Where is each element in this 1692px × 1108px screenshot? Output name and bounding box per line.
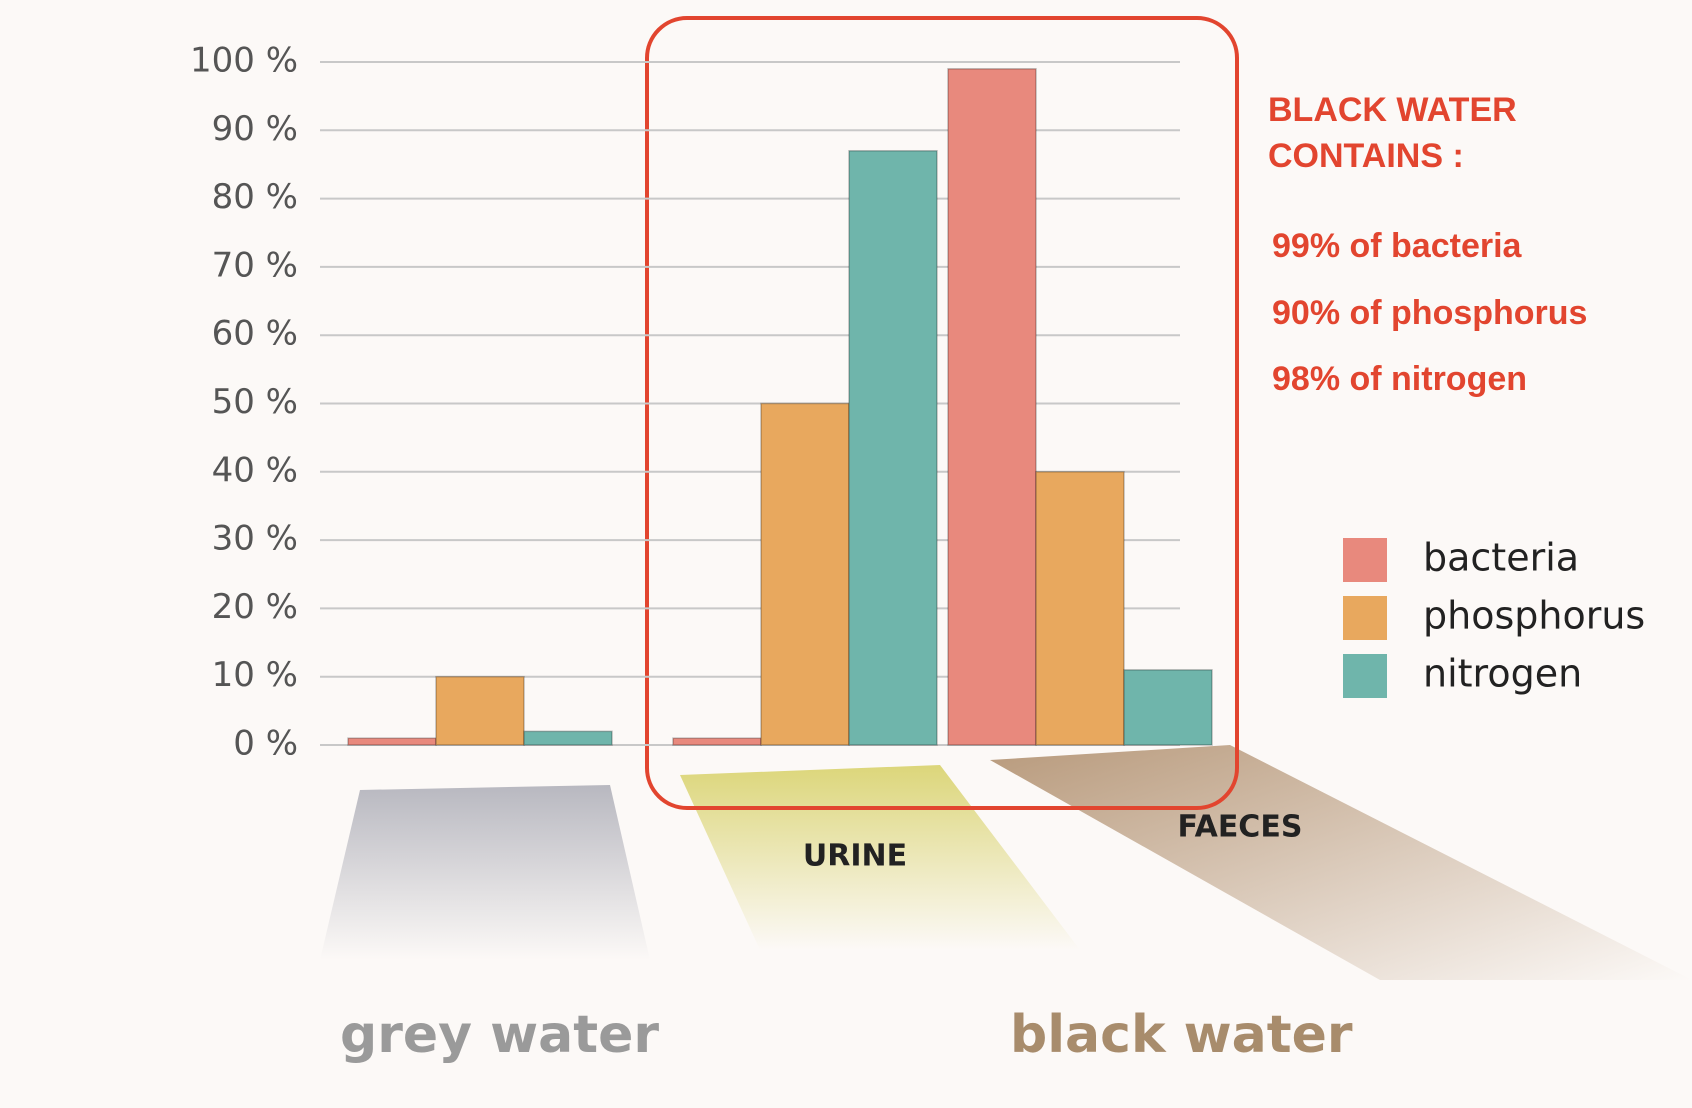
- y-tick-label: 90 %: [212, 109, 298, 149]
- bar: [1035, 471, 1125, 746]
- highlight-frame: [645, 16, 1239, 810]
- bar: [848, 150, 938, 746]
- y-tick-label: 80 %: [212, 177, 298, 217]
- bar: [523, 730, 613, 746]
- note: 98% of nitrogen: [1272, 360, 1527, 398]
- y-tick-label: 10 %: [212, 655, 298, 695]
- bar: [947, 68, 1037, 746]
- y-tick-label: 40 %: [212, 450, 298, 490]
- y-tick-label: 30 %: [212, 519, 298, 559]
- floor-band: [320, 785, 650, 960]
- x-tick-label: URINE: [803, 839, 907, 874]
- floor-band: [680, 765, 1080, 950]
- area-label: grey water: [340, 1005, 659, 1065]
- bar: [1123, 669, 1213, 746]
- bar: [760, 402, 850, 746]
- y-tick-label: 60 %: [212, 314, 298, 354]
- bar: [347, 737, 437, 746]
- bar: [672, 737, 762, 746]
- x-tick-label: FAECES: [1178, 810, 1303, 845]
- legend-label: phosphorus: [1423, 594, 1645, 638]
- legend-label: bacteria: [1423, 536, 1579, 580]
- y-tick-label: 20 %: [212, 587, 298, 627]
- legend-swatch: [1343, 654, 1387, 698]
- note: 99% of bacteria: [1272, 227, 1523, 265]
- bar: [435, 675, 525, 746]
- legend-swatch: [1343, 538, 1387, 582]
- floor-band: [990, 745, 1692, 980]
- area-label: black water: [1010, 1005, 1353, 1065]
- y-tick-label: 0 %: [233, 724, 298, 764]
- heading: BLACK WATER: [1268, 91, 1517, 129]
- annotation-group: BLACK WATER CONTAINS : 99% of bacteria 9…: [1268, 91, 1587, 398]
- heading: CONTAINS :: [1268, 137, 1464, 175]
- legend-label: nitrogen: [1423, 652, 1582, 696]
- note: 90% of phosphorus: [1272, 294, 1587, 332]
- y-tick-label: 50 %: [212, 382, 298, 422]
- y-tick-label: 100 %: [190, 41, 298, 81]
- legend-swatch: [1343, 596, 1387, 640]
- y-tick-label: 70 %: [212, 245, 298, 285]
